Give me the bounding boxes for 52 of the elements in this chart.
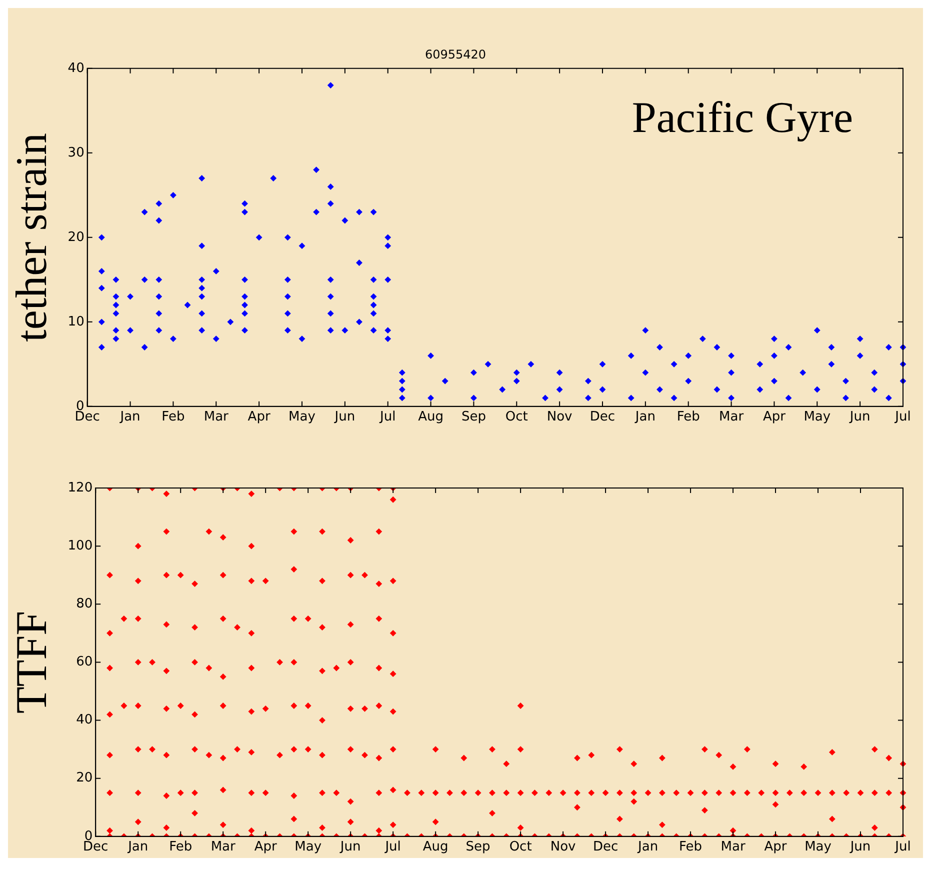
chart-title: 60955420	[424, 47, 486, 62]
y-tick-label: 60	[76, 654, 93, 670]
x-tick-label: Apr	[248, 410, 271, 425]
x-tick-label: Mar	[719, 410, 744, 425]
x-tick-label: Sep	[461, 410, 486, 425]
x-tick-label: Dec	[590, 410, 616, 425]
x-tick-label: Jan	[119, 410, 140, 425]
y-axis-title: TTFF	[6, 610, 56, 714]
x-tick-label: Mar	[204, 410, 230, 425]
x-tick-label: Feb	[169, 840, 192, 855]
x-tick-label: May	[288, 410, 316, 425]
y-tick-label: 80	[76, 596, 93, 612]
x-tick-label: Nov	[546, 410, 573, 425]
x-tick-label: Jul	[894, 840, 911, 855]
annotation: Pacific Gyre	[632, 92, 853, 142]
x-tick-label: Mar	[720, 840, 746, 855]
x-tick-label: Nov	[550, 840, 576, 855]
x-tick-label: Feb	[679, 840, 702, 855]
x-tick-label: Apr	[762, 410, 786, 425]
x-tick-label: May	[294, 840, 322, 855]
x-tick-label: Apr	[764, 840, 788, 855]
x-tick-label: Aug	[422, 840, 448, 855]
x-tick-label: Apr	[254, 840, 278, 855]
y-tick-label: 20	[68, 230, 84, 245]
y-tick-label: 120	[68, 480, 93, 496]
x-tick-label: Jul	[384, 840, 401, 855]
x-tick-label: Jan	[127, 840, 148, 855]
x-tick-label: Oct	[505, 410, 528, 425]
y-tick-label: 20	[76, 770, 93, 786]
y-tick-label: 40	[76, 712, 93, 728]
x-tick-label: Feb	[162, 410, 185, 425]
x-tick-label: Feb	[676, 410, 700, 425]
x-tick-label: May	[804, 840, 832, 855]
x-tick-label: Jul	[894, 410, 911, 425]
x-tick-label: May	[804, 410, 831, 425]
x-tick-label: Oct	[509, 840, 532, 855]
x-tick-label: Dec	[592, 840, 618, 855]
y-tick-label: 10	[68, 314, 84, 330]
x-tick-label: Jun	[848, 410, 870, 425]
x-tick-label: Aug	[418, 410, 444, 425]
x-tick-label: Sep	[466, 840, 490, 855]
x-tick-label: Jun	[849, 840, 871, 855]
y-tick-label: 40	[68, 60, 84, 76]
x-tick-label: Jun	[334, 410, 356, 425]
x-tick-label: Mar	[210, 840, 236, 855]
x-tick-label: Jan	[634, 410, 656, 425]
y-tick-label: 100	[68, 538, 93, 554]
y-axis-title: tether strain	[6, 132, 56, 342]
y-tick-label: 30	[68, 145, 84, 160]
x-tick-label: Jul	[379, 410, 396, 425]
x-tick-label: Jan	[637, 840, 658, 855]
x-tick-label: Jun	[339, 840, 361, 855]
